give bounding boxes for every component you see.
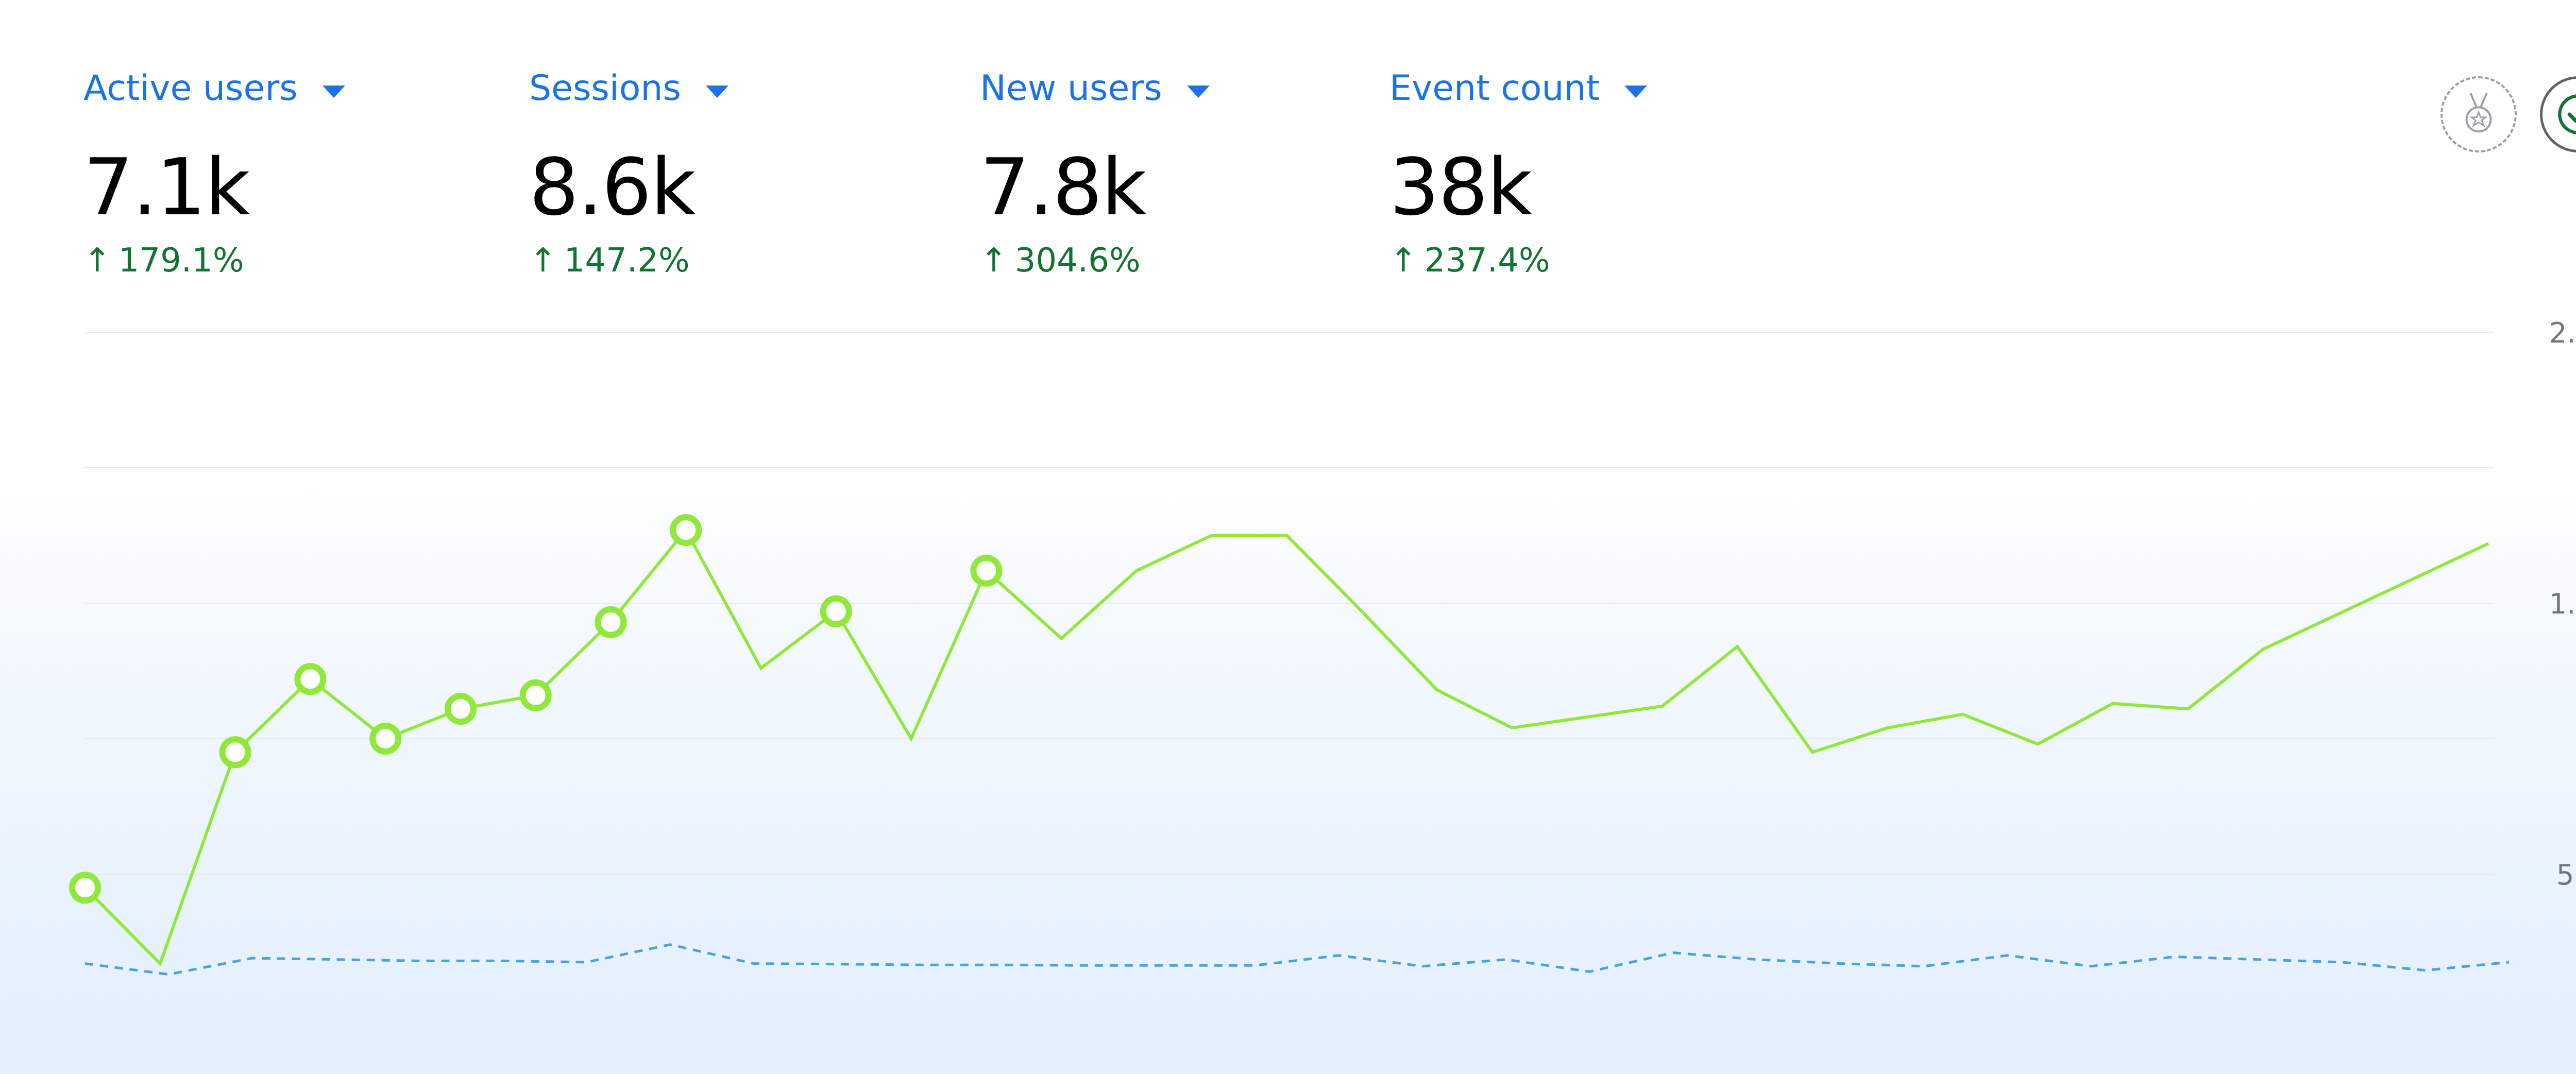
metric-label: New users bbox=[980, 68, 1162, 109]
arrow-up-icon: ↑ bbox=[980, 242, 1008, 280]
medal-badge-icon bbox=[2465, 93, 2492, 133]
data-point-marker[interactable] bbox=[820, 595, 852, 627]
data-point-marker[interactable] bbox=[970, 554, 1003, 587]
y-tick-label: 1.5k bbox=[2549, 588, 2576, 620]
metric-sessions: Sessions 8.6k ↑ 147.2% bbox=[529, 71, 728, 277]
metric-label: Event count bbox=[1389, 68, 1600, 109]
main-series-line bbox=[83, 527, 2489, 967]
metric-value: 7.8k bbox=[980, 142, 1147, 233]
metric-change-value: 304.6% bbox=[1014, 242, 1141, 280]
metric-change: ↑ 147.2% bbox=[529, 244, 728, 277]
caret-down-icon[interactable] bbox=[1624, 86, 1648, 98]
metric-change: ↑ 304.6% bbox=[980, 244, 1210, 277]
y-tick-label: 500 bbox=[2556, 859, 2576, 891]
active-users-dropdown[interactable]: Active users bbox=[83, 71, 345, 106]
arrow-up-icon: ↑ bbox=[83, 242, 111, 280]
data-point-marker[interactable] bbox=[670, 514, 702, 546]
event-count-dropdown[interactable]: Event count bbox=[1389, 68, 1648, 109]
arrow-up-icon: ↑ bbox=[1389, 242, 1417, 280]
metric-value: 8.6k bbox=[529, 142, 696, 233]
data-point-marker[interactable] bbox=[219, 736, 251, 769]
caret-down-icon[interactable] bbox=[1187, 86, 1210, 98]
metric-label: Sessions bbox=[529, 68, 681, 109]
metric-change-value: 237.4% bbox=[1424, 242, 1550, 280]
caret-down-icon[interactable] bbox=[322, 86, 345, 98]
metric-change: ↑ 237.4% bbox=[1389, 244, 1647, 277]
data-point-marker[interactable] bbox=[595, 606, 627, 638]
metric-change-value: 147.2% bbox=[564, 242, 690, 280]
new-users-dropdown[interactable]: New users bbox=[980, 71, 1210, 106]
data-point-marker[interactable] bbox=[69, 872, 101, 904]
medal-badge-button[interactable] bbox=[2441, 76, 2517, 152]
metric-event-count: Event count 38k ↑ 237.4% bbox=[1389, 68, 1648, 277]
metric-value: 7.1k bbox=[83, 142, 250, 233]
arrow-up-icon: ↑ bbox=[529, 242, 557, 280]
data-point-marker[interactable] bbox=[444, 693, 477, 725]
sessions-dropdown[interactable]: Sessions bbox=[529, 71, 728, 106]
metric-value: 38k bbox=[1389, 142, 1532, 233]
caret-down-icon[interactable] bbox=[705, 86, 728, 98]
data-point-marker[interactable] bbox=[369, 723, 402, 755]
metric-change: ↑ 179.1% bbox=[83, 244, 345, 277]
data-point-marker[interactable] bbox=[294, 663, 327, 695]
data-point-marker[interactable] bbox=[519, 679, 552, 711]
comparison-series-line bbox=[84, 943, 2510, 976]
metric-label: Active users bbox=[83, 68, 298, 109]
metric-change-value: 179.1% bbox=[118, 242, 244, 280]
y-tick-label: 2.5k bbox=[2549, 317, 2576, 349]
metric-active-users: Active users 7.1k ↑ 179.1% bbox=[83, 71, 345, 277]
metric-new-users: New users 7.8k ↑ 304.6% bbox=[980, 71, 1210, 277]
